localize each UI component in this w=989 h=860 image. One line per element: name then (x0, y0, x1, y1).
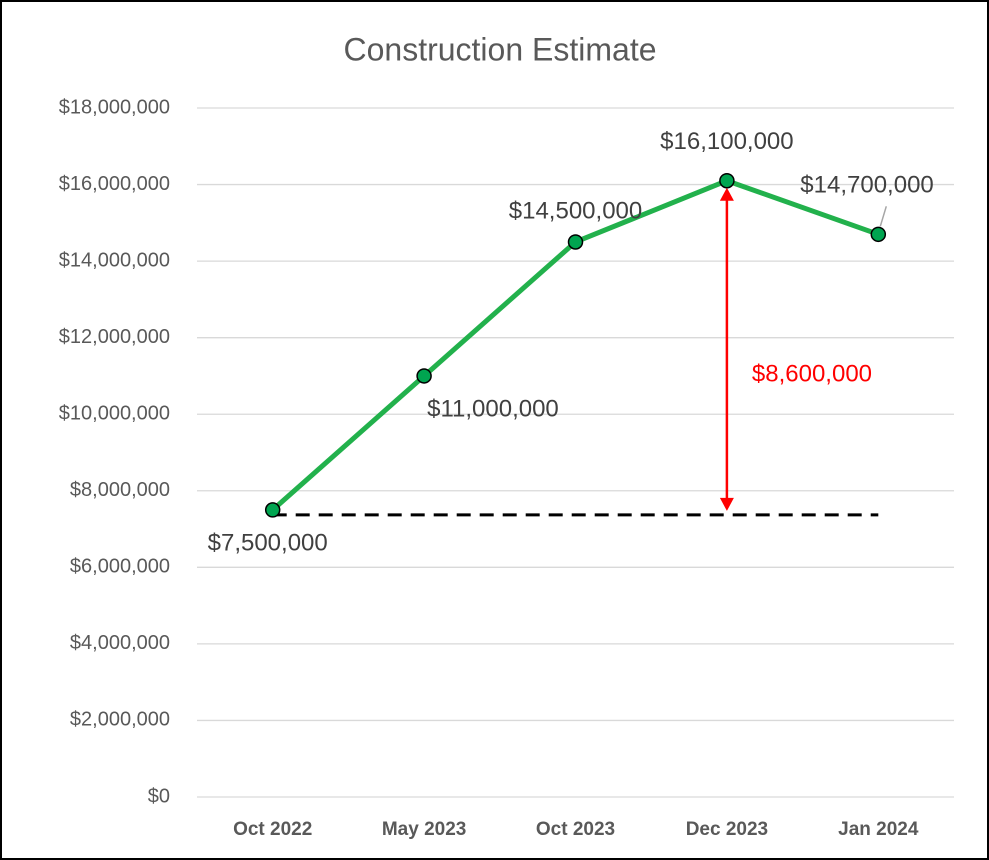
data-label: $16,100,000 (660, 128, 793, 155)
arrow-head (719, 187, 734, 201)
y-tick-label: $8,000,000 (70, 479, 170, 501)
y-tick-label: $2,000,000 (70, 709, 170, 731)
y-tick-label: $4,000,000 (70, 632, 170, 654)
data-label: $7,500,000 (208, 529, 328, 556)
x-tick-label: Jan 2024 (838, 819, 919, 840)
annotation: $8,600,000 (752, 360, 872, 387)
x-tick-label: May 2023 (382, 819, 467, 840)
x-tick-label: Dec 2023 (686, 819, 768, 840)
y-tick-label: $14,000,000 (59, 249, 170, 271)
y-tick-label: $18,000,000 (59, 96, 170, 118)
chart-title: Construction Estimate (343, 31, 656, 67)
arrow-head (719, 497, 734, 511)
x-tick-label: Oct 2022 (233, 819, 312, 840)
x-tick-label: Oct 2023 (536, 819, 615, 840)
y-tick-label: $0 (148, 785, 170, 807)
data-label: $14,700,000 (800, 172, 933, 199)
marker (870, 226, 887, 243)
leader-line (879, 206, 888, 227)
marker (719, 172, 735, 189)
y-tick-label: $12,000,000 (59, 326, 170, 348)
marker (567, 234, 584, 250)
y-tick-label: $16,000,000 (59, 173, 170, 195)
marker (264, 502, 281, 518)
data-label: $11,000,000 (427, 395, 559, 422)
marker (416, 368, 432, 384)
y-tick-label: $6,000,000 (70, 556, 170, 578)
data-label: $14,500,000 (509, 197, 642, 224)
y-tick-label: $10,000,000 (59, 403, 170, 425)
